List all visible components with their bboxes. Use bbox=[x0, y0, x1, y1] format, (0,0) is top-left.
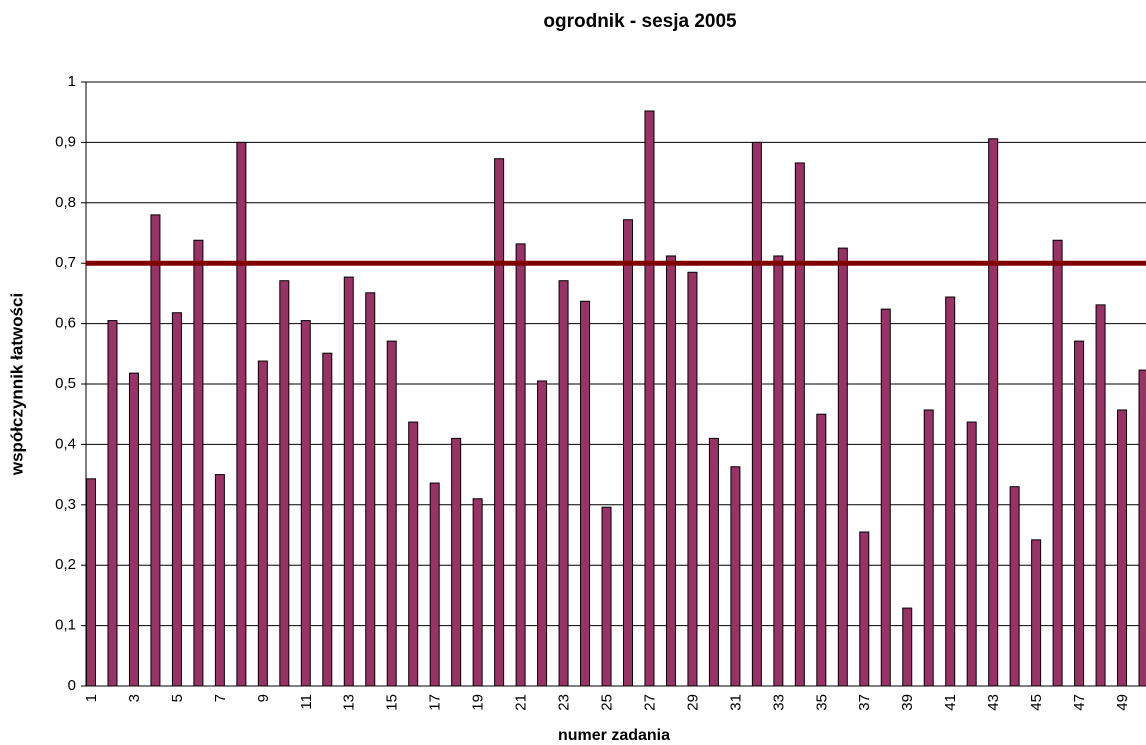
bar bbox=[1074, 340, 1085, 687]
x-tick-label: 23 bbox=[556, 694, 573, 711]
bar bbox=[322, 352, 333, 687]
x-tick-label: 15 bbox=[384, 694, 401, 711]
y-tick-label: 0,5 bbox=[55, 375, 76, 392]
bar bbox=[386, 340, 397, 687]
bar bbox=[279, 280, 290, 687]
y-tick-label: 0,3 bbox=[55, 496, 76, 513]
bar bbox=[1095, 304, 1106, 687]
bar bbox=[665, 255, 676, 687]
y-tick-label: 0,6 bbox=[55, 315, 76, 332]
x-tick-label: 45 bbox=[1028, 694, 1045, 711]
x-axis-title: numer zadania bbox=[558, 727, 670, 744]
bar bbox=[257, 360, 268, 687]
bar bbox=[966, 421, 977, 687]
bar bbox=[945, 296, 956, 687]
x-tick-label: 27 bbox=[641, 694, 658, 711]
bar bbox=[451, 437, 462, 687]
bar bbox=[580, 300, 591, 687]
bar bbox=[687, 271, 698, 687]
bar bbox=[193, 239, 204, 687]
x-tick-label: 17 bbox=[427, 694, 444, 711]
x-tick-label: 13 bbox=[341, 694, 358, 711]
x-tick-label: 35 bbox=[813, 694, 830, 711]
x-tick-label: 37 bbox=[856, 694, 873, 711]
x-tick-label: 19 bbox=[470, 694, 487, 711]
y-tick-label: 0,1 bbox=[55, 617, 76, 634]
bar bbox=[408, 421, 419, 687]
y-tick-label: 0,9 bbox=[55, 133, 76, 150]
bar bbox=[128, 372, 139, 687]
x-tick-label: 1 bbox=[83, 694, 100, 702]
x-tick-label: 3 bbox=[126, 694, 143, 702]
bar bbox=[171, 312, 182, 687]
bar bbox=[708, 437, 719, 687]
bar bbox=[902, 607, 913, 687]
bar bbox=[214, 474, 225, 687]
bar bbox=[837, 247, 848, 687]
x-tick-label: 47 bbox=[1071, 694, 1088, 711]
bar bbox=[751, 141, 762, 687]
chart-title: ogrodnik - sesja 2005 bbox=[543, 11, 737, 32]
x-tick-label: 43 bbox=[985, 694, 1002, 711]
bar bbox=[623, 219, 633, 687]
y-tick-label: 0 bbox=[68, 677, 76, 694]
x-tick-label: 9 bbox=[255, 694, 272, 702]
bar bbox=[86, 478, 96, 687]
x-tick-label: 7 bbox=[212, 694, 229, 702]
x-tick-label: 29 bbox=[684, 694, 701, 711]
y-tick-label: 0,4 bbox=[55, 435, 76, 452]
y-tick-label: 0,2 bbox=[55, 556, 76, 573]
bar bbox=[300, 320, 311, 687]
bar bbox=[880, 308, 891, 687]
x-tick-label: 39 bbox=[899, 694, 916, 711]
bar bbox=[1031, 539, 1042, 687]
bar bbox=[773, 255, 784, 687]
x-tick-label: 41 bbox=[942, 694, 959, 711]
x-tick-label: 5 bbox=[169, 694, 186, 702]
bar bbox=[343, 276, 354, 687]
bar bbox=[816, 413, 827, 687]
bar bbox=[515, 243, 526, 687]
bar bbox=[644, 110, 655, 687]
y-axis-title: współczynnik łatwości bbox=[7, 293, 26, 476]
bar bbox=[923, 409, 934, 687]
bar bbox=[150, 214, 161, 687]
bar bbox=[1138, 369, 1146, 687]
bar bbox=[730, 466, 741, 687]
bar bbox=[107, 320, 118, 687]
bar bbox=[1052, 239, 1063, 687]
bar bbox=[236, 141, 247, 687]
x-tick-label: 31 bbox=[727, 694, 744, 711]
bar bbox=[537, 380, 548, 687]
x-tick-label: 33 bbox=[770, 694, 787, 711]
bar bbox=[1117, 409, 1128, 687]
y-tick-label: 1 bbox=[68, 73, 76, 90]
bar bbox=[558, 280, 569, 687]
bar bbox=[859, 531, 870, 687]
bar bbox=[988, 138, 999, 687]
bar bbox=[1009, 486, 1020, 687]
bar bbox=[365, 292, 376, 687]
y-tick-label: 0,8 bbox=[55, 194, 76, 211]
bar bbox=[429, 482, 440, 687]
bar bbox=[472, 498, 483, 687]
x-tick-label: 11 bbox=[298, 694, 315, 710]
bar bbox=[794, 162, 805, 687]
x-tick-label: 49 bbox=[1114, 694, 1131, 711]
bar bbox=[494, 158, 505, 687]
x-tick-label: 25 bbox=[598, 694, 615, 711]
bar bbox=[601, 506, 612, 687]
y-tick-label: 0,7 bbox=[55, 254, 76, 271]
x-tick-label: 21 bbox=[513, 694, 530, 711]
